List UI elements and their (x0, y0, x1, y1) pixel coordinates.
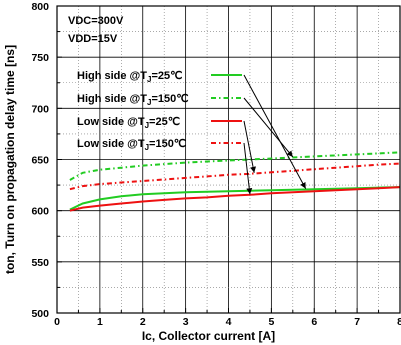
series-lines (69, 151, 401, 212)
legend-label-3: Low side @TJ=150℃ (77, 138, 186, 152)
legend-label-1: High side @TJ=150℃ (77, 93, 189, 107)
x-tick-label: 3 (183, 316, 189, 328)
grid (57, 6, 400, 313)
x-tick-label: 8 (397, 316, 401, 328)
y-axis-title: ton, Turn on propagation delay time [ns] (3, 45, 17, 274)
y-tick-labels: 500 550 600 650 700 750 800 (31, 1, 49, 320)
annotation-arrow-0 (243, 74, 307, 189)
annotation-arrow-3 (243, 142, 253, 195)
y-tick-label: 700 (31, 103, 49, 115)
axis-ticks (56, 5, 401, 314)
annotation-arrow-2 (243, 120, 257, 173)
series-line-2 (69, 186, 401, 212)
y-tick-label: 800 (31, 1, 49, 13)
annotation-arrow-1 (243, 97, 294, 158)
annotation-arrows (243, 74, 307, 195)
y-tick-label: 750 (31, 52, 49, 64)
legend: High side @TJ=25℃ High side @TJ=150℃ Low s… (77, 70, 242, 152)
legend-label-2: Low side @TJ=25℃ (77, 116, 180, 130)
x-tick-label: 4 (226, 316, 232, 328)
legend-label-0: High side @TJ=25℃ (77, 70, 182, 84)
y-tick-label: 500 (31, 308, 49, 320)
y-tick-label: 650 (31, 155, 49, 167)
x-tick-label: 0 (54, 316, 60, 328)
series-line-3 (69, 162, 401, 191)
y-tick-label: 600 (31, 206, 49, 218)
condition-vdc: VDC=300V (68, 15, 124, 27)
condition-vdd: VDD=15V (68, 33, 118, 45)
y-tick-label: 550 (31, 257, 49, 269)
x-tick-label: 2 (140, 316, 146, 328)
x-axis-title: Ic, Collector current [A] (142, 329, 275, 343)
plot-frame (56, 5, 401, 314)
x-tick-label: 5 (268, 316, 274, 328)
series-line-1 (69, 151, 401, 181)
x-tick-label: 1 (97, 316, 103, 328)
x-tick-label: 6 (311, 316, 317, 328)
x-tick-label: 7 (354, 316, 360, 328)
series-line-0 (69, 186, 401, 211)
x-tick-labels: 0 1 2 3 4 5 6 7 8 (54, 316, 401, 328)
